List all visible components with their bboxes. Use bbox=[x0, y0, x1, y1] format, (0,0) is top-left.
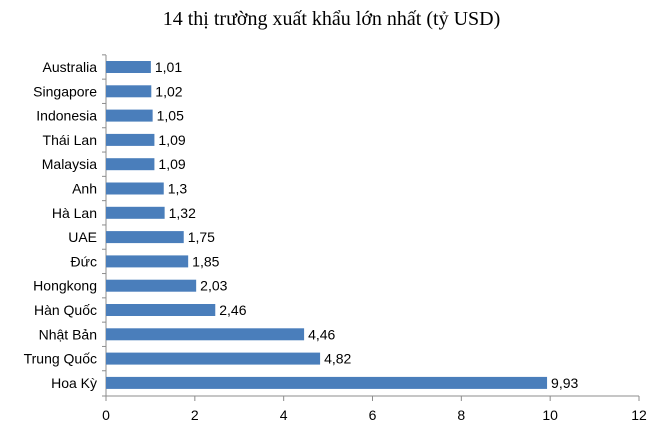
x-tick-label: 8 bbox=[457, 407, 465, 423]
category-label: Malaysia bbox=[42, 156, 97, 172]
bar bbox=[106, 85, 152, 98]
bar bbox=[106, 206, 165, 219]
x-tick-label: 12 bbox=[631, 407, 647, 423]
value-label: 1,02 bbox=[155, 83, 182, 99]
bar bbox=[106, 352, 321, 365]
category-label: Hà Lan bbox=[52, 205, 97, 221]
value-label: 1,32 bbox=[169, 205, 196, 221]
value-label: 2,46 bbox=[219, 302, 246, 318]
value-label: 1,3 bbox=[168, 181, 188, 197]
bar bbox=[106, 158, 155, 171]
category-label: Australia bbox=[43, 59, 98, 75]
x-tick-label: 6 bbox=[369, 407, 377, 423]
category-label: UAE bbox=[68, 229, 97, 245]
x-tick-label: 4 bbox=[280, 407, 288, 423]
category-label: Singapore bbox=[33, 83, 97, 99]
bar bbox=[106, 61, 151, 73]
value-label: 1,05 bbox=[157, 108, 184, 124]
category-label: Trung Quốc bbox=[24, 351, 97, 367]
x-tick-label: 2 bbox=[191, 407, 199, 423]
bar bbox=[106, 328, 305, 341]
category-label: Thái Lan bbox=[43, 132, 97, 148]
value-label: 9,93 bbox=[551, 375, 578, 391]
category-label: Anh bbox=[72, 181, 97, 197]
value-label: 4,46 bbox=[308, 326, 335, 342]
bar bbox=[106, 279, 197, 292]
bar bbox=[106, 109, 153, 122]
chart-title: 14 thị trường xuất khẩu lớn nhất (tỷ USD… bbox=[162, 8, 501, 30]
category-label: Đức bbox=[71, 253, 97, 269]
category-label: Nhật Bản bbox=[39, 326, 97, 342]
value-label: 1,01 bbox=[155, 59, 182, 75]
category-label: Hoa Kỳ bbox=[51, 375, 97, 391]
bar bbox=[106, 231, 184, 244]
value-label: 1,75 bbox=[188, 229, 215, 245]
value-label: 1,85 bbox=[192, 253, 219, 269]
x-tick-label: 10 bbox=[542, 407, 558, 423]
bar bbox=[106, 255, 189, 268]
bar bbox=[106, 304, 216, 316]
bar bbox=[106, 182, 164, 195]
bar bbox=[106, 133, 155, 146]
category-label: Hàn Quốc bbox=[34, 302, 97, 318]
x-tick-label: 0 bbox=[102, 407, 110, 423]
value-label: 4,82 bbox=[324, 351, 351, 367]
bar bbox=[106, 376, 548, 389]
value-label: 1,09 bbox=[158, 132, 185, 148]
category-label: Indonesia bbox=[36, 108, 97, 124]
value-label: 2,03 bbox=[200, 278, 227, 294]
category-label: Hongkong bbox=[33, 278, 97, 294]
value-label: 1,09 bbox=[158, 156, 185, 172]
